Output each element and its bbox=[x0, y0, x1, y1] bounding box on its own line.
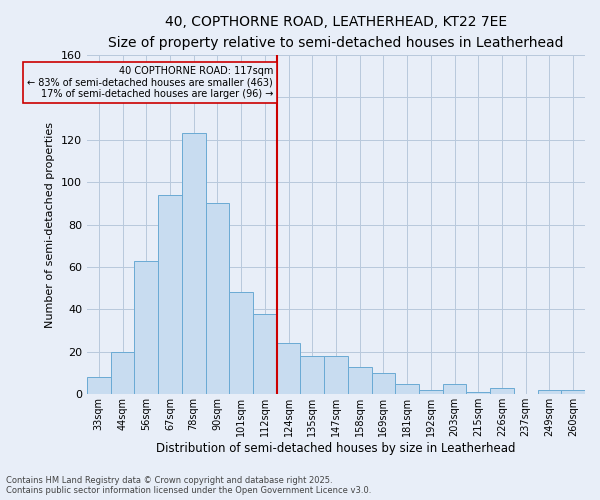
Bar bbox=[253, 314, 277, 394]
Bar bbox=[466, 392, 490, 394]
Bar bbox=[229, 292, 253, 394]
Bar bbox=[110, 352, 134, 395]
X-axis label: Distribution of semi-detached houses by size in Leatherhead: Distribution of semi-detached houses by … bbox=[156, 442, 516, 455]
Bar bbox=[158, 195, 182, 394]
Text: 40 COPTHORNE ROAD: 117sqm
← 83% of semi-detached houses are smaller (463)
17% of: 40 COPTHORNE ROAD: 117sqm ← 83% of semi-… bbox=[28, 66, 273, 98]
Bar bbox=[490, 388, 514, 394]
Bar bbox=[301, 356, 324, 395]
Bar bbox=[87, 378, 110, 394]
Bar bbox=[206, 204, 229, 394]
Bar bbox=[395, 384, 419, 394]
Bar bbox=[419, 390, 443, 394]
Bar bbox=[443, 384, 466, 394]
Bar bbox=[371, 373, 395, 394]
Bar bbox=[182, 134, 206, 394]
Bar bbox=[348, 366, 371, 394]
Bar bbox=[561, 390, 585, 394]
Bar bbox=[324, 356, 348, 395]
Bar bbox=[538, 390, 561, 394]
Title: 40, COPTHORNE ROAD, LEATHERHEAD, KT22 7EE
Size of property relative to semi-deta: 40, COPTHORNE ROAD, LEATHERHEAD, KT22 7E… bbox=[108, 15, 564, 50]
Bar bbox=[277, 344, 301, 394]
Text: Contains HM Land Registry data © Crown copyright and database right 2025.
Contai: Contains HM Land Registry data © Crown c… bbox=[6, 476, 371, 495]
Y-axis label: Number of semi-detached properties: Number of semi-detached properties bbox=[46, 122, 55, 328]
Bar bbox=[134, 260, 158, 394]
